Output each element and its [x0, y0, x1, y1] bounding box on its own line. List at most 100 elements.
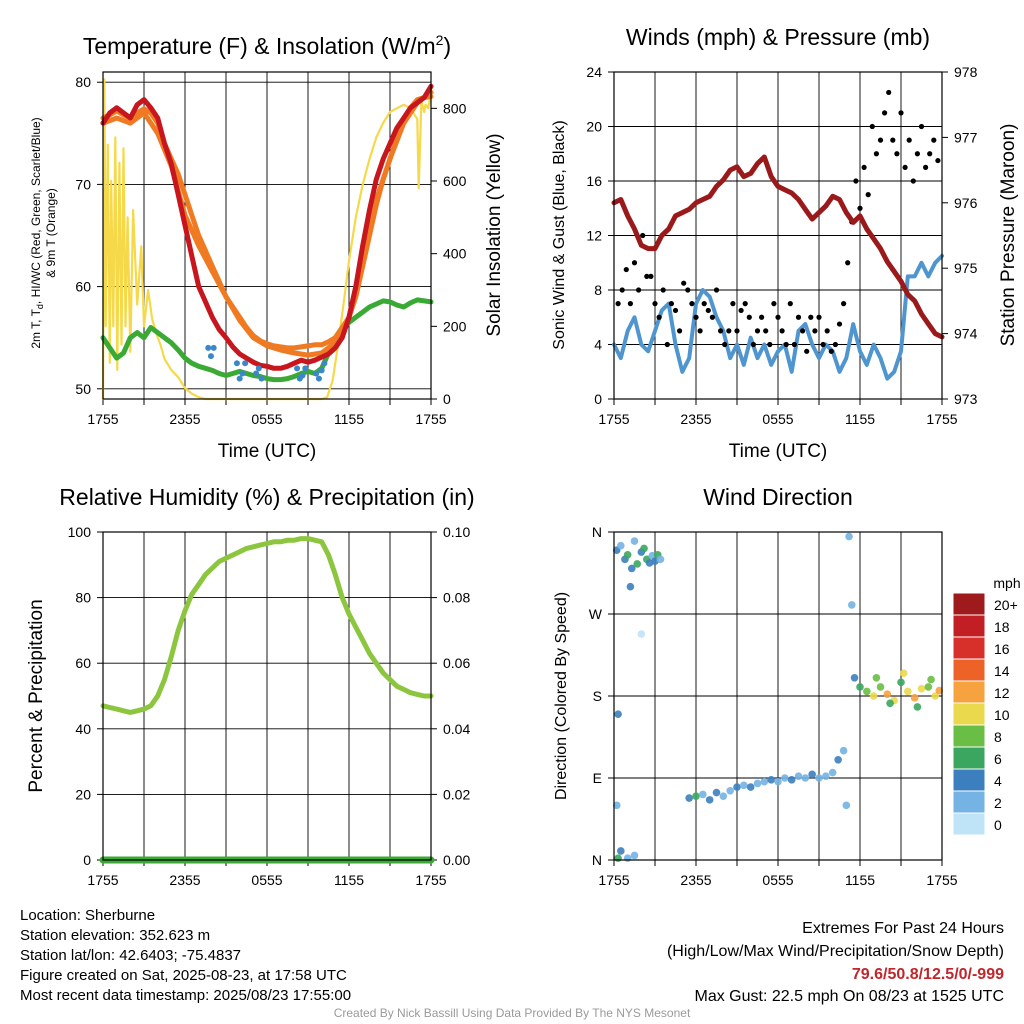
- direction-point: [617, 847, 625, 855]
- direction-point: [633, 560, 642, 568]
- colorbar-level-label: 8: [994, 729, 1002, 745]
- gust-point: [713, 287, 720, 293]
- y-tick-label: 0: [594, 391, 602, 407]
- x-tick-label: 2355: [680, 411, 711, 427]
- gust-point: [640, 232, 646, 239]
- y-right-tick-label: 800: [443, 100, 467, 116]
- colorbar-swatch: [952, 636, 986, 660]
- extremes-box: Extremes For Past 24 Hours (High/Low/Max…: [667, 918, 1004, 1008]
- y-right-tick-label: 400: [443, 246, 467, 262]
- direction-point: [753, 779, 762, 788]
- gust-point: [697, 328, 703, 334]
- direction-point: [640, 544, 648, 553]
- direction-point: [627, 564, 636, 573]
- gust-point: [742, 301, 748, 307]
- direction-point: [656, 555, 665, 564]
- gust-point: [861, 164, 867, 170]
- wind-chill-point: [207, 353, 214, 360]
- wind-chill-point: [253, 370, 260, 377]
- direction-point: [630, 851, 639, 860]
- y-right-tick-label: 975: [954, 260, 978, 276]
- colorbar-level-label: 16: [994, 641, 1010, 657]
- gust-point: [927, 151, 933, 157]
- gust-point: [820, 341, 826, 348]
- x-tick-label: 1155: [334, 872, 364, 888]
- humidity-panel: Relative Humidity (%) & Precipitation (i…: [26, 484, 475, 888]
- gust-point: [886, 89, 892, 96]
- direction-point: [692, 792, 700, 801]
- direction-point: [886, 699, 894, 708]
- gust-point: [824, 328, 830, 334]
- direction-point: [637, 630, 646, 638]
- gust-point: [672, 307, 679, 314]
- wind-chill-point: [294, 365, 301, 372]
- extremes-values: 79.6/50.8/12.5/0/-999: [851, 966, 1004, 983]
- gust-point: [660, 287, 666, 293]
- direction-point: [612, 801, 621, 810]
- gust-point: [816, 314, 822, 320]
- gust-point: [693, 314, 699, 320]
- gust-point: [722, 341, 728, 348]
- colorbar-level-label: 14: [994, 663, 1010, 679]
- gust-point: [652, 301, 658, 307]
- y-right-tick-label: 977: [954, 129, 978, 145]
- gust-point: [795, 314, 802, 320]
- figure-created: Figure created on Sat, 2025-08-23, at 17…: [20, 967, 347, 984]
- y-tick-label: 50: [75, 381, 91, 397]
- y-tick-label: 70: [75, 176, 91, 192]
- colorbar-level-label: 2: [994, 795, 1002, 811]
- direction-point: [897, 678, 905, 687]
- humidity-title: Relative Humidity (%) & Precipitation (i…: [59, 484, 474, 510]
- gust-point: [750, 341, 757, 348]
- y-right-tick-label: 600: [443, 173, 467, 189]
- colorbar-level-label: 18: [994, 619, 1010, 635]
- direction-point: [883, 690, 892, 698]
- y-right-tick-label: 976: [954, 195, 978, 211]
- y-tick-label: 12: [586, 228, 602, 244]
- gust-point: [726, 328, 732, 334]
- gust-point: [746, 314, 752, 320]
- wind-chill-point: [205, 344, 212, 351]
- direction-point: [931, 692, 939, 700]
- plot-frame: [102, 531, 432, 861]
- gust-point: [832, 341, 839, 348]
- gust-point: [664, 341, 670, 348]
- gust-point: [882, 110, 888, 116]
- gust-point: [701, 301, 707, 307]
- y-tick-label: N: [592, 524, 602, 540]
- x-tick-label: 2355: [680, 872, 711, 888]
- gust-point: [759, 314, 765, 320]
- gust-point: [914, 151, 921, 157]
- x-tick-label: 2355: [169, 411, 200, 427]
- gust-point: [685, 287, 691, 293]
- dewpoint-line: [100, 297, 434, 383]
- gust-point: [623, 266, 629, 273]
- direction-point: [705, 796, 714, 804]
- x-tick-label: 0555: [762, 411, 793, 427]
- y-tick-label: E: [593, 770, 602, 786]
- y-tick-label: 16: [586, 173, 602, 189]
- direction-point: [828, 768, 837, 777]
- direction-point: [767, 776, 775, 784]
- y-tick-label: N: [592, 852, 602, 868]
- y-right-tick-label: 0.00: [443, 852, 470, 868]
- direction-point: [801, 774, 810, 782]
- direction-point: [781, 774, 789, 782]
- gust-point: [619, 287, 625, 293]
- speed-colorbar: 20+ 18 16 14 12 10 8 6 4 2 0: [952, 592, 1018, 836]
- y-tick-label: 100: [68, 524, 92, 540]
- winds-xlabel: Time (UTC): [729, 441, 828, 462]
- gust-point: [935, 157, 941, 164]
- colorbar-level-label: 6: [994, 751, 1002, 767]
- direction-point: [876, 683, 885, 691]
- direction-point: [863, 687, 871, 696]
- gust-point: [857, 205, 863, 211]
- direction-point: [617, 541, 625, 550]
- x-tick-label: 2355: [169, 872, 200, 888]
- direction-point: [614, 854, 622, 862]
- direction-point: [787, 776, 796, 784]
- gust-point: [918, 123, 925, 130]
- plot-frame: [613, 71, 943, 400]
- extremes-title: Extremes For Past 24 Hours: [802, 920, 1004, 937]
- colorbar-level-label: 20+: [994, 597, 1018, 613]
